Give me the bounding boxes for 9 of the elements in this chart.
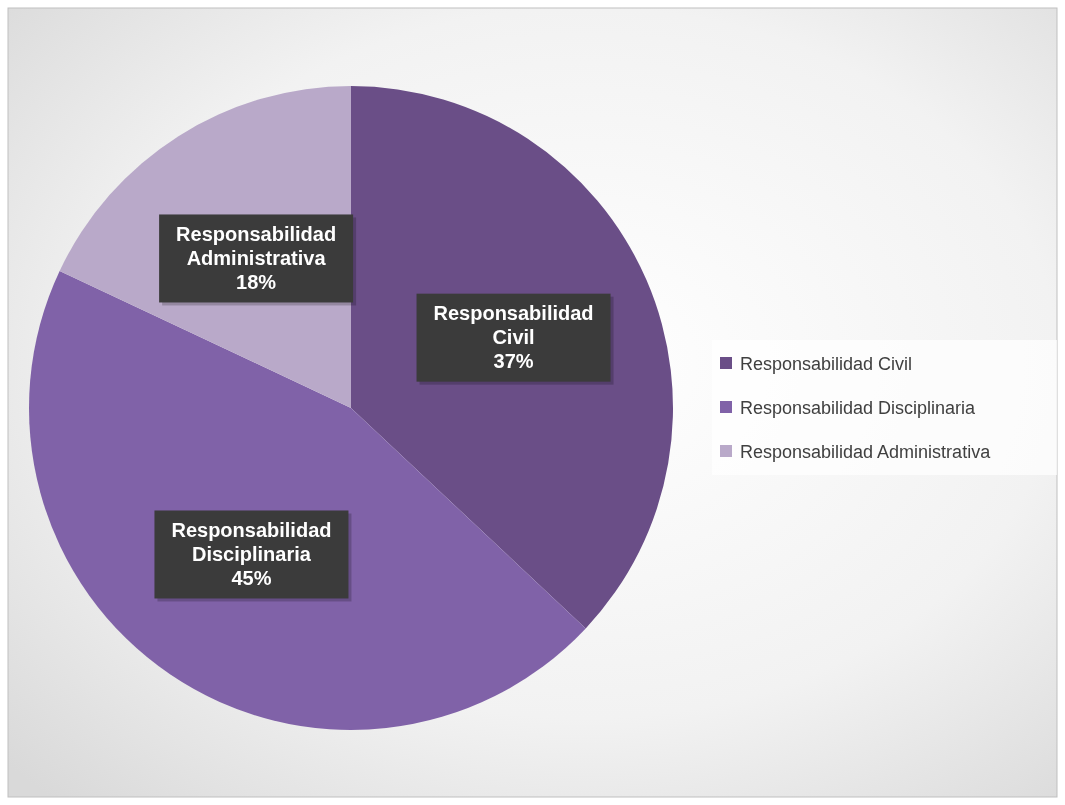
slice-label: Responsabilidad Disciplinaria bbox=[171, 519, 332, 566]
legend-label: Responsabilidad Civil bbox=[740, 354, 913, 374]
legend-label: Responsabilidad Disciplinaria bbox=[740, 398, 977, 418]
slice-label: Responsabilidad Civil bbox=[433, 302, 594, 349]
data-label: 37% bbox=[493, 350, 534, 373]
legend-label: Responsabilidad Administrativa bbox=[740, 442, 992, 462]
data-label: 18% bbox=[236, 271, 277, 294]
data-label: 45% bbox=[231, 567, 272, 590]
slice-label: Responsabilidad Administrativa bbox=[176, 223, 337, 270]
